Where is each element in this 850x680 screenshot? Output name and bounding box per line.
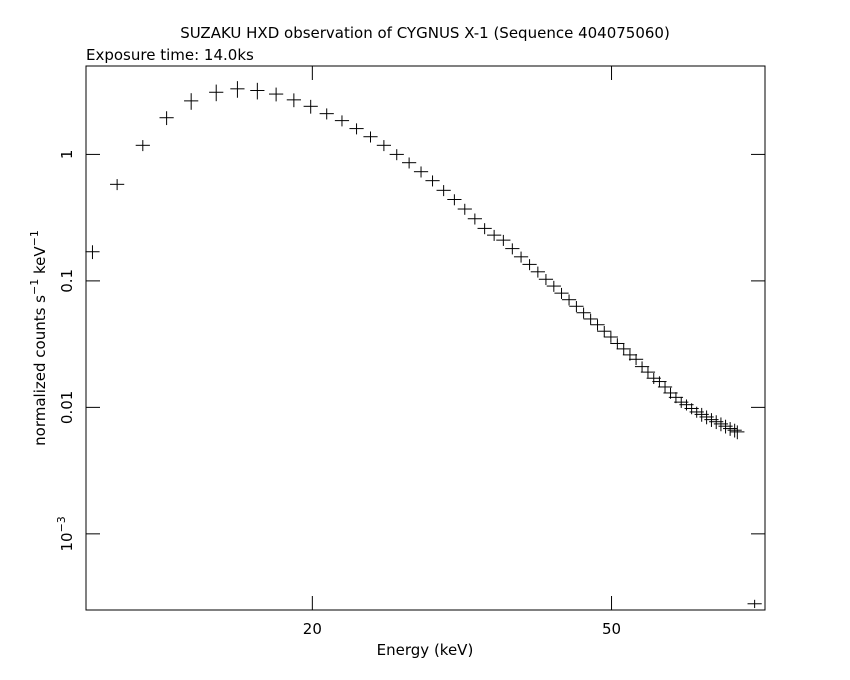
- data-point: [230, 81, 245, 98]
- data-point: [597, 325, 612, 338]
- x-tick-label: 50: [602, 620, 621, 638]
- data-point: [135, 140, 150, 152]
- data-point: [376, 140, 391, 152]
- chart-title: SUZAKU HXD observation of CYGNUS X-1 (Se…: [180, 24, 670, 42]
- data-points: [85, 81, 762, 609]
- data-point: [334, 115, 350, 127]
- y-tick-label: 0.01: [58, 391, 76, 424]
- data-point: [730, 425, 745, 440]
- data-point: [569, 301, 584, 313]
- y-axis-label-exp1: −1: [28, 279, 41, 295]
- y-axis-ticks: 1 0.1 0.01 10−3: [55, 150, 765, 552]
- data-point: [85, 245, 100, 260]
- data-point: [668, 392, 684, 404]
- data-point: [522, 259, 537, 271]
- data-point: [425, 175, 440, 187]
- data-point: [319, 108, 334, 120]
- data-point: [640, 366, 656, 378]
- y-axis-label-unit: keV: [31, 246, 49, 279]
- x-tick-label: 20: [303, 620, 322, 638]
- data-point: [603, 331, 618, 343]
- data-point: [747, 599, 762, 609]
- data-point: [590, 319, 605, 331]
- data-point: [727, 423, 742, 438]
- data-point: [363, 131, 378, 143]
- data-point: [652, 376, 667, 388]
- data-point: [561, 294, 577, 306]
- data-point: [110, 179, 125, 191]
- data-point: [436, 185, 451, 197]
- data-point: [496, 234, 511, 246]
- data-point: [477, 223, 492, 235]
- y-tick-label-text: 1: [58, 150, 76, 160]
- data-point: [628, 354, 644, 366]
- data-point: [657, 381, 673, 393]
- data-point: [269, 87, 284, 102]
- x-axis-label: Energy (keV): [377, 641, 474, 659]
- y-tick-label: 0.1: [58, 269, 76, 293]
- data-point: [457, 203, 472, 215]
- data-point: [646, 372, 661, 385]
- y-tick-label-text: 0.01: [58, 391, 76, 424]
- data-point: [349, 123, 364, 135]
- chart-subtitle: Exposure time: 14.0ks: [86, 46, 254, 64]
- data-point: [554, 287, 569, 299]
- data-point: [184, 93, 199, 110]
- data-point: [530, 266, 545, 278]
- data-point: [402, 157, 417, 169]
- y-axis-label-main: normalized counts s: [31, 295, 49, 446]
- data-point: [487, 229, 502, 241]
- y-tick-label-text: 10: [58, 532, 76, 551]
- y-tick-label: 10−3: [55, 516, 76, 551]
- data-point: [634, 361, 650, 373]
- data-point: [250, 82, 265, 100]
- plot-frame: [85, 65, 766, 611]
- data-point: [389, 149, 404, 161]
- y-tick-label-exponent: −3: [55, 516, 68, 532]
- y-axis-label-exp2: −1: [28, 230, 41, 246]
- data-point: [159, 111, 174, 126]
- data-point: [576, 307, 591, 319]
- data-point: [467, 213, 482, 225]
- data-point: [538, 274, 554, 286]
- y-tick-label: 1: [58, 150, 76, 160]
- data-point: [209, 84, 224, 102]
- data-point: [505, 243, 520, 255]
- data-point: [286, 93, 301, 108]
- data-point: [616, 343, 631, 355]
- data-point: [303, 99, 318, 114]
- y-axis-label: normalized counts s−1 keV−1: [28, 230, 49, 446]
- data-point: [610, 338, 625, 350]
- data-point: [583, 313, 598, 325]
- data-point: [513, 251, 529, 263]
- data-point: [546, 280, 561, 292]
- data-point: [447, 194, 462, 206]
- x-axis-ticks: 20 50: [303, 66, 621, 638]
- data-point: [413, 166, 429, 178]
- y-tick-label-text: 0.1: [58, 269, 76, 293]
